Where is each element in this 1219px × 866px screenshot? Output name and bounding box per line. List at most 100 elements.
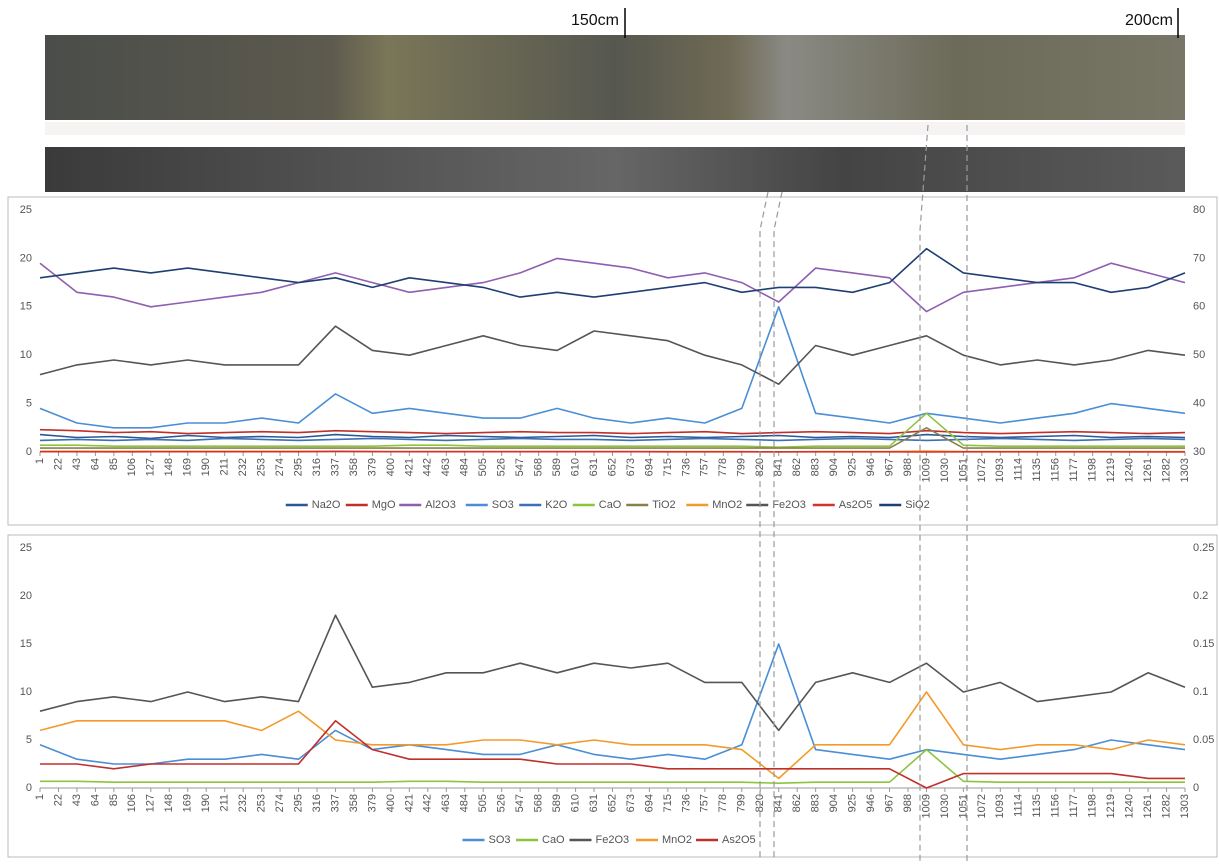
x-tick-label: 757 xyxy=(699,794,711,812)
x-tick-label: 694 xyxy=(643,458,655,476)
x-tick-label: 484 xyxy=(459,458,471,476)
y2-tick-label: 60 xyxy=(1193,301,1205,313)
x-tick-label: 1177 xyxy=(1068,458,1080,482)
x-tick-label: 1198 xyxy=(1087,458,1099,482)
x-tick-label: 22 xyxy=(52,458,64,470)
x-tick-label: 862 xyxy=(791,458,803,476)
x-tick-label: 757 xyxy=(699,458,711,476)
x-tick-label: 1114 xyxy=(1013,794,1025,817)
legend-label: Fe2O3 xyxy=(596,834,630,846)
x-tick-label: 316 xyxy=(311,794,323,812)
x-tick-label: 1240 xyxy=(1124,794,1136,818)
y-tick-label: 10 xyxy=(20,686,32,698)
x-tick-label: 1030 xyxy=(939,794,951,818)
x-tick-label: 1282 xyxy=(1160,458,1172,482)
series-line xyxy=(40,249,1185,297)
x-tick-label: 1261 xyxy=(1142,458,1154,482)
x-tick-label: 1261 xyxy=(1142,794,1154,818)
x-tick-label: 778 xyxy=(717,794,729,812)
x-tick-label: 967 xyxy=(883,458,895,476)
x-tick-label: 169 xyxy=(182,458,194,476)
x-tick-label: 463 xyxy=(440,794,452,812)
y-tick-label: 0 xyxy=(26,782,32,794)
x-tick-label: 1072 xyxy=(976,794,988,818)
x-tick-label: 631 xyxy=(588,458,600,476)
legend-label: Fe2O3 xyxy=(772,499,806,511)
y2-tick-label: 0.05 xyxy=(1193,734,1214,746)
x-tick-label: 526 xyxy=(496,794,508,812)
x-tick-label: 1177 xyxy=(1068,794,1080,818)
x-tick-label: 85 xyxy=(108,458,120,470)
x-tick-label: 883 xyxy=(810,794,822,812)
x-tick-label: 736 xyxy=(680,794,692,812)
y2-tick-label: 0.2 xyxy=(1193,590,1208,602)
x-tick-label: 22 xyxy=(52,794,64,806)
x-tick-label: 946 xyxy=(865,794,877,812)
x-tick-label: 1 xyxy=(34,458,46,464)
legend-label: SO3 xyxy=(489,834,511,846)
y2-tick-label: 80 xyxy=(1193,204,1205,216)
x-tick-label: 967 xyxy=(883,794,895,812)
core-photo xyxy=(45,35,1185,120)
legend-label: SiO2 xyxy=(905,499,929,511)
y-tick-label: 20 xyxy=(20,590,32,602)
x-tick-label: 1135 xyxy=(1031,794,1043,818)
legend-label: CaO xyxy=(542,834,565,846)
x-tick-label: 1156 xyxy=(1050,458,1062,482)
x-tick-label: 799 xyxy=(736,794,748,812)
x-tick-label: 1030 xyxy=(939,458,951,482)
x-tick-label: 148 xyxy=(163,458,175,476)
x-tick-label: 211 xyxy=(219,794,231,812)
legend-label: MnO2 xyxy=(662,834,692,846)
x-tick-label: 547 xyxy=(514,794,526,812)
x-tick-label: 43 xyxy=(71,794,83,806)
x-tick-label: 64 xyxy=(89,794,101,806)
x-tick-label: 1219 xyxy=(1105,794,1117,818)
x-tick-label: 1093 xyxy=(994,458,1006,482)
x-tick-label: 379 xyxy=(366,458,378,476)
legend-label: Na2O xyxy=(312,499,341,511)
x-tick-label: 106 xyxy=(126,458,138,476)
series-line xyxy=(40,413,1185,447)
series-line xyxy=(40,438,1185,440)
x-tick-label: 715 xyxy=(662,458,674,476)
x-tick-label: 652 xyxy=(606,794,618,812)
x-tick-label: 1303 xyxy=(1179,794,1191,818)
x-tick-label: 253 xyxy=(256,794,268,812)
series-line xyxy=(40,435,1185,439)
x-tick-label: 1 xyxy=(34,794,46,800)
x-tick-label: 988 xyxy=(902,458,914,476)
x-tick-label: 988 xyxy=(902,794,914,812)
x-tick-label: 673 xyxy=(625,458,637,476)
x-tick-label: 1240 xyxy=(1124,458,1136,482)
x-tick-label: 337 xyxy=(329,458,341,476)
x-tick-label: 64 xyxy=(89,458,101,470)
x-tick-label: 568 xyxy=(533,794,545,812)
x-tick-label: 127 xyxy=(145,458,157,476)
y2-tick-label: 0.15 xyxy=(1193,638,1214,650)
x-tick-label: 589 xyxy=(551,794,563,812)
x-tick-label: 505 xyxy=(477,458,489,476)
y-tick-label: 0 xyxy=(26,446,32,458)
y-tick-label: 20 xyxy=(20,252,32,264)
y2-tick-label: 30 xyxy=(1193,446,1205,458)
x-tick-label: 253 xyxy=(256,458,268,476)
y-tick-label: 25 xyxy=(20,542,32,554)
series-line xyxy=(40,326,1185,384)
y-tick-label: 5 xyxy=(26,398,32,410)
y2-tick-label: 0.1 xyxy=(1193,686,1208,698)
x-tick-label: 1303 xyxy=(1179,458,1191,482)
x-tick-label: 904 xyxy=(828,458,840,476)
x-tick-label: 1114 xyxy=(1013,458,1025,481)
legend-label: As2O5 xyxy=(722,834,756,846)
page: {"photo": {"labels": ["150cm", "200cm"]}… xyxy=(0,0,1219,861)
x-tick-label: 1198 xyxy=(1087,794,1099,818)
x-tick-label: 1156 xyxy=(1050,794,1062,818)
x-tick-label: 463 xyxy=(440,458,452,476)
y2-tick-label: 50 xyxy=(1193,349,1205,361)
x-tick-label: 1093 xyxy=(994,794,1006,818)
xray-photo xyxy=(45,147,1185,192)
y-tick-label: 15 xyxy=(20,638,32,650)
series-line xyxy=(40,307,1185,428)
x-tick-label: 190 xyxy=(200,458,212,476)
